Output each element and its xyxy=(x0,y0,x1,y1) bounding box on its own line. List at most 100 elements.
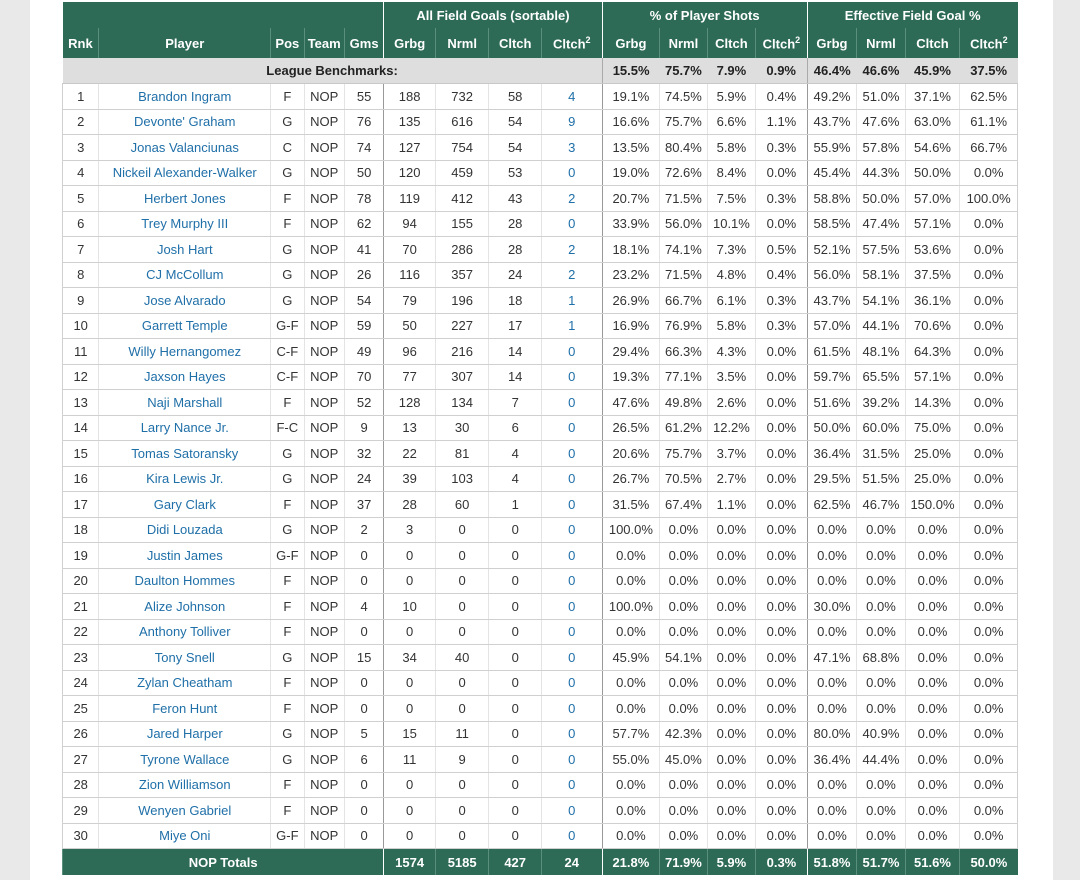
cell-fg-cltch: 43 xyxy=(488,185,542,212)
cell-fg-cltch2-link[interactable]: 0 xyxy=(540,721,603,747)
player-name-link[interactable]: Tony Snell xyxy=(98,644,271,671)
player-name-link[interactable]: Alize Johnson xyxy=(98,593,271,620)
col-header-gms[interactable]: Gms xyxy=(343,28,384,58)
player-name-link[interactable]: Didi Louzada xyxy=(98,517,271,543)
cell-fg-cltch2-link[interactable]: 0 xyxy=(540,772,603,798)
cell-fg-cltch2-link[interactable]: 2 xyxy=(540,185,603,212)
cell-fg-cltch2-link[interactable]: 0 xyxy=(540,211,603,237)
cell-fg-cltch: 54 xyxy=(488,109,542,135)
cell-pct-cltch: 2.6% xyxy=(706,389,756,416)
col-header-efg-nrml[interactable]: Nrml xyxy=(856,28,906,58)
cell-fg-cltch2-link[interactable]: 0 xyxy=(540,823,603,849)
player-name-link[interactable]: Zylan Cheatham xyxy=(98,670,271,696)
cell-pct-nrml: 66.3% xyxy=(659,338,708,365)
col-header-pos[interactable]: Pos xyxy=(270,28,304,58)
player-name-link[interactable]: Miye Oni xyxy=(98,823,271,849)
player-name-link[interactable]: Anthony Tolliver xyxy=(98,619,271,645)
player-name-link[interactable]: Naji Marshall xyxy=(98,389,271,416)
col-header-efg-cltch[interactable]: Cltch xyxy=(904,28,960,58)
cell-fg-cltch2-link[interactable]: 0 xyxy=(540,415,603,441)
col-header-pct-grbg[interactable]: Grbg xyxy=(601,28,660,58)
cell-fg-cltch2-link[interactable]: 0 xyxy=(540,338,603,365)
player-name-link[interactable]: Trey Murphy III xyxy=(98,211,271,237)
col-header-player[interactable]: Player xyxy=(98,28,271,58)
cell-pct-cltch2: 0.3% xyxy=(755,134,808,161)
player-name-link[interactable]: Daulton Hommes xyxy=(98,568,271,594)
cell-fg-cltch2-link[interactable]: 0 xyxy=(540,542,603,569)
player-name-link[interactable]: Tomas Satoransky xyxy=(98,440,271,467)
cell-pct-cltch2: 0.5% xyxy=(755,236,808,263)
col-header-pct-nrml[interactable]: Nrml xyxy=(659,28,708,58)
cell-fg-cltch2-link[interactable]: 0 xyxy=(540,593,603,620)
player-name-link[interactable]: Tyrone Wallace xyxy=(98,746,271,773)
player-name-link[interactable]: Gary Clark xyxy=(98,491,271,518)
cell-fg-cltch2-link[interactable]: 0 xyxy=(540,440,603,467)
cell-efg-cltch: 37.1% xyxy=(904,83,960,110)
cell-fg-cltch2-link[interactable]: 0 xyxy=(540,466,603,492)
player-name-link[interactable]: Jaxson Hayes xyxy=(98,364,271,390)
group-header-field-goals[interactable]: All Field Goals (sortable) xyxy=(383,2,603,28)
cell-fg-cltch2-link[interactable]: 0 xyxy=(540,160,603,186)
col-header-fg-nrml[interactable]: Nrml xyxy=(434,28,489,58)
cell-fg-cltch2-link[interactable]: 2 xyxy=(540,236,603,263)
player-name-link[interactable]: Wenyen Gabriel xyxy=(98,797,271,824)
cell-fg-cltch2-link[interactable]: 0 xyxy=(540,670,603,696)
player-name-link[interactable]: Jose Alvarado xyxy=(98,287,271,314)
cell-fg-cltch2-link[interactable]: 3 xyxy=(540,134,603,161)
cell-fg-nrml: 357 xyxy=(434,262,489,288)
cell-fg-cltch2-link[interactable]: 1 xyxy=(540,313,603,339)
player-name-link[interactable]: CJ McCollum xyxy=(98,262,271,288)
cell-fg-cltch2-link[interactable]: 2 xyxy=(540,262,603,288)
player-name-link[interactable]: Herbert Jones xyxy=(98,185,271,212)
cell-efg-cltch: 0.0% xyxy=(904,797,960,824)
player-name-link[interactable]: Jonas Valanciunas xyxy=(98,134,271,161)
cell-fg-cltch2-link[interactable]: 9 xyxy=(540,109,603,135)
cell-fg-cltch2-link[interactable]: 0 xyxy=(540,797,603,824)
player-name-link[interactable]: Kira Lewis Jr. xyxy=(98,466,271,492)
player-name-link[interactable]: Feron Hunt xyxy=(98,695,271,722)
benchmark-efg-cltch: 45.9% xyxy=(905,58,960,84)
player-name-link[interactable]: Garrett Temple xyxy=(98,313,271,339)
player-name-link[interactable]: Zion Williamson xyxy=(98,772,271,798)
col-header-efg-cltch2[interactable]: Cltch2 xyxy=(959,28,1018,58)
col-header-pct-cltch2[interactable]: Cltch2 xyxy=(755,28,808,58)
cell-fg-nrml: 0 xyxy=(434,670,489,696)
cell-fg-cltch2-link[interactable]: 0 xyxy=(540,517,603,543)
cell-fg-cltch2-link[interactable]: 0 xyxy=(540,364,603,390)
player-name-link[interactable]: Larry Nance Jr. xyxy=(98,415,271,441)
player-name-link[interactable]: Willy Hernangomez xyxy=(98,338,271,365)
table-row: 30 Miye Oni G-F NOP 0 0 0 0 0 0.0% 0.0% 0.0% 0.0% 0.0… xyxy=(61,823,1018,849)
player-name-link[interactable]: Devonte' Graham xyxy=(98,109,271,135)
cell-fg-cltch2-link[interactable]: 0 xyxy=(540,491,603,518)
col-header-rnk[interactable]: Rnk xyxy=(62,28,99,58)
cell-efg-nrml: 54.1% xyxy=(856,287,906,314)
col-header-team[interactable]: Team xyxy=(303,28,345,58)
cell-fg-cltch2-link[interactable]: 0 xyxy=(540,568,603,594)
cell-fg-cltch: 0 xyxy=(488,593,542,620)
player-name-link[interactable]: Nickeil Alexander-Walker xyxy=(98,160,271,186)
cell-fg-cltch2-link[interactable]: 0 xyxy=(540,644,603,671)
cell-fg-cltch2-link[interactable]: 0 xyxy=(540,746,603,773)
cell-pct-nrml: 80.4% xyxy=(659,134,708,161)
cell-efg-grbg: 52.1% xyxy=(806,236,857,263)
cell-team: NOP xyxy=(303,211,345,237)
cell-efg-cltch2: 61.1% xyxy=(959,109,1018,135)
cell-fg-cltch2-link[interactable]: 0 xyxy=(540,695,603,722)
col-header-fg-cltch[interactable]: Cltch xyxy=(488,28,542,58)
col-header-pct-cltch[interactable]: Cltch xyxy=(706,28,756,58)
col-header-efg-grbg[interactable]: Grbg xyxy=(806,28,857,58)
cell-fg-cltch2-link[interactable]: 0 xyxy=(540,389,603,416)
player-name-link[interactable]: Josh Hart xyxy=(98,236,271,263)
col-header-fg-grbg[interactable]: Grbg xyxy=(383,28,436,58)
cell-fg-cltch2-link[interactable]: 1 xyxy=(540,287,603,314)
cell-fg-cltch2-link[interactable]: 0 xyxy=(540,619,603,645)
cell-fg-cltch: 0 xyxy=(488,542,542,569)
col-header-fg-cltch2[interactable]: Cltch2 xyxy=(540,28,603,58)
player-name-link[interactable]: Brandon Ingram xyxy=(98,83,271,110)
cell-position: G xyxy=(270,262,304,288)
player-name-link[interactable]: Jared Harper xyxy=(98,721,271,747)
cell-efg-grbg: 56.0% xyxy=(806,262,857,288)
cell-efg-cltch: 37.5% xyxy=(904,262,960,288)
cell-fg-cltch2-link[interactable]: 4 xyxy=(540,83,603,110)
player-name-link[interactable]: Justin James xyxy=(98,542,271,569)
